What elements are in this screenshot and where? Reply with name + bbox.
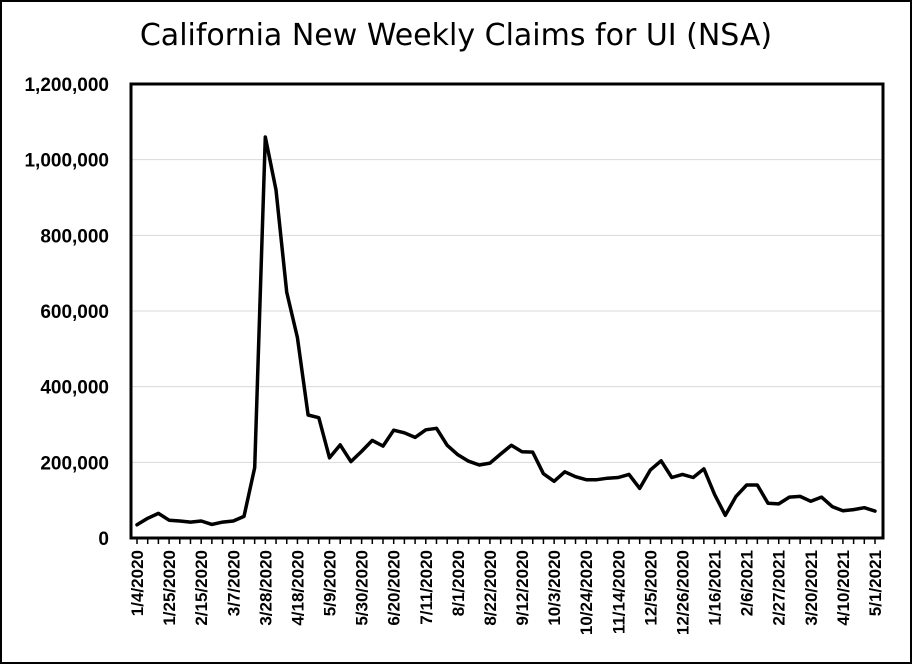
x-tick-label: 3/7/2020 bbox=[224, 550, 243, 616]
x-tick-label: 3/20/2021 bbox=[802, 550, 821, 626]
x-tick-label: 5/9/2020 bbox=[321, 550, 340, 616]
x-tick-label: 4/10/2021 bbox=[834, 550, 853, 626]
x-tick-label: 2/27/2021 bbox=[770, 550, 789, 626]
x-tick-label: 12/26/2020 bbox=[673, 550, 692, 635]
x-tick-label: 8/1/2020 bbox=[449, 550, 468, 616]
x-tick-label: 10/24/2020 bbox=[577, 550, 596, 635]
y-tick-label: 200,000 bbox=[40, 453, 109, 474]
x-tick-label: 11/14/2020 bbox=[609, 550, 628, 634]
series-line bbox=[135, 135, 877, 527]
x-tick-label: 1/16/2021 bbox=[706, 550, 725, 626]
x-tick-label: 6/20/2020 bbox=[385, 550, 404, 626]
y-tick-label: 400,000 bbox=[40, 378, 109, 399]
y-tick-label: 1,000,000 bbox=[24, 151, 109, 172]
x-tick-label: 7/11/2020 bbox=[417, 550, 436, 625]
y-tick-label: 1,200,000 bbox=[24, 75, 109, 96]
y-tick-label: 0 bbox=[98, 529, 109, 550]
chart-title: California New Weekly Claims for UI (NSA… bbox=[139, 18, 773, 53]
x-tick-label: 2/15/2020 bbox=[192, 550, 211, 626]
plot-area-border bbox=[129, 82, 885, 540]
x-tick-label: 4/18/2020 bbox=[288, 550, 307, 626]
x-tick-label: 10/3/2020 bbox=[545, 550, 564, 626]
x-tick-label: 1/4/2020 bbox=[128, 550, 147, 616]
x-tick-label: 12/5/2020 bbox=[641, 550, 660, 626]
x-tick-label: 2/6/2021 bbox=[738, 550, 757, 616]
x-tick-label: 9/12/2020 bbox=[513, 550, 532, 626]
x-tick-label: 8/22/2020 bbox=[481, 550, 500, 626]
y-tick-label: 600,000 bbox=[40, 302, 109, 323]
y-tick-label: 800,000 bbox=[40, 226, 109, 247]
x-tick-label: 5/30/2020 bbox=[353, 550, 372, 626]
x-tick-label: 5/1/2021 bbox=[866, 550, 885, 616]
x-tick-label: 3/28/2020 bbox=[256, 550, 275, 626]
x-tick-label: 1/25/2020 bbox=[160, 550, 179, 626]
